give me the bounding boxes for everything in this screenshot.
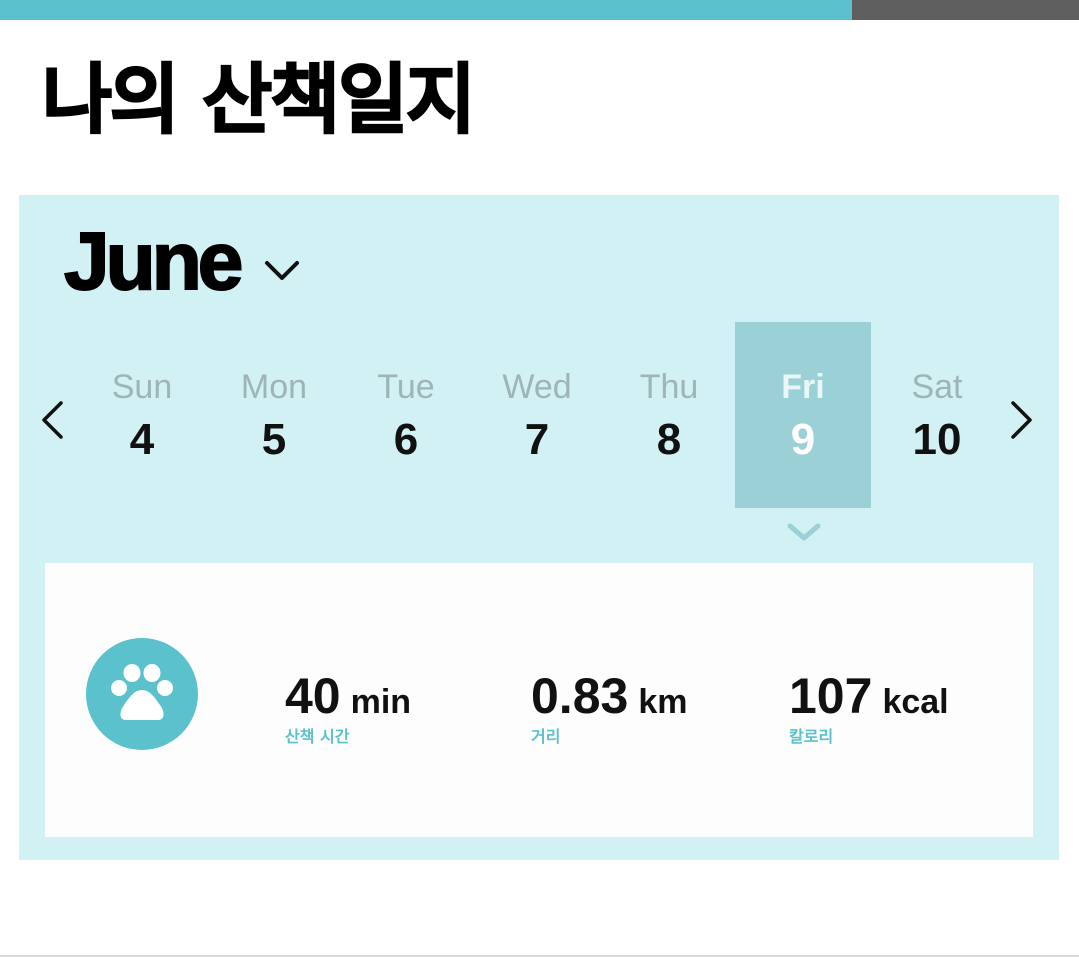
day-wed[interactable]: Wed 7 [469, 322, 605, 508]
paw-icon [111, 664, 173, 720]
day-name: Wed [502, 368, 572, 406]
distance-unit: km [638, 683, 688, 721]
month-selector[interactable]: June [63, 216, 301, 308]
stat-calories: 107 kcal 칼로리 [789, 667, 949, 747]
day-number: 4 [129, 415, 155, 464]
chevron-left-icon[interactable] [39, 400, 65, 440]
stat-distance: 0.83 km 거리 [531, 667, 687, 747]
paw-badge [86, 638, 198, 750]
progress-bar-fill [0, 0, 853, 20]
day-sun[interactable]: Sun 4 [74, 322, 210, 508]
chevron-right-icon[interactable] [1009, 400, 1035, 440]
day-name: Thu [639, 368, 699, 406]
day-number: 6 [393, 415, 419, 464]
walk-time-unit: min [350, 683, 412, 721]
calories-value: 107 [789, 668, 873, 724]
day-tue[interactable]: Tue 6 [338, 322, 474, 508]
stat-walk-time: 40 min 산책 시간 [285, 667, 411, 747]
day-thu[interactable]: Thu 8 [601, 322, 737, 508]
walk-time-label: 산책 시간 [285, 727, 350, 746]
day-name: Fri [781, 368, 825, 406]
bottom-divider [0, 955, 1079, 957]
day-name: Mon [240, 368, 308, 406]
page-title: 나의 산책일지 [41, 54, 477, 145]
day-number: 8 [656, 415, 682, 464]
walk-time-value: 40 [285, 668, 341, 724]
day-mon[interactable]: Mon 5 [206, 322, 342, 508]
calories-label: 칼로리 [789, 727, 834, 746]
day-fri-selected[interactable]: Fri 9 [735, 322, 871, 508]
day-number: 7 [524, 415, 550, 464]
distance-value: 0.83 [531, 668, 629, 724]
month-label: June [63, 216, 244, 308]
calendar-panel: June Sun 4 Mon 5 Tue 6 Wed 7 [19, 195, 1059, 860]
day-number: 5 [261, 415, 287, 464]
day-sat[interactable]: Sat 10 [869, 322, 1005, 508]
day-number: 9 [790, 415, 816, 464]
distance-label: 거리 [531, 727, 561, 746]
day-name: Sat [911, 368, 963, 406]
day-name: Tue [377, 368, 435, 406]
walk-stats-card: 40 min 산책 시간 0.83 km 거리 107 kcal 칼로리 [45, 563, 1033, 837]
calories-unit: kcal [882, 683, 949, 721]
week-strip: Sun 4 Mon 5 Tue 6 Wed 7 Thu 8 Fri 9 [19, 322, 1059, 508]
chevron-down-icon [265, 261, 300, 280]
day-name: Sun [111, 368, 173, 406]
progress-bar [0, 0, 1079, 20]
day-number: 10 [912, 415, 962, 464]
selected-day-pointer-icon [787, 523, 821, 541]
